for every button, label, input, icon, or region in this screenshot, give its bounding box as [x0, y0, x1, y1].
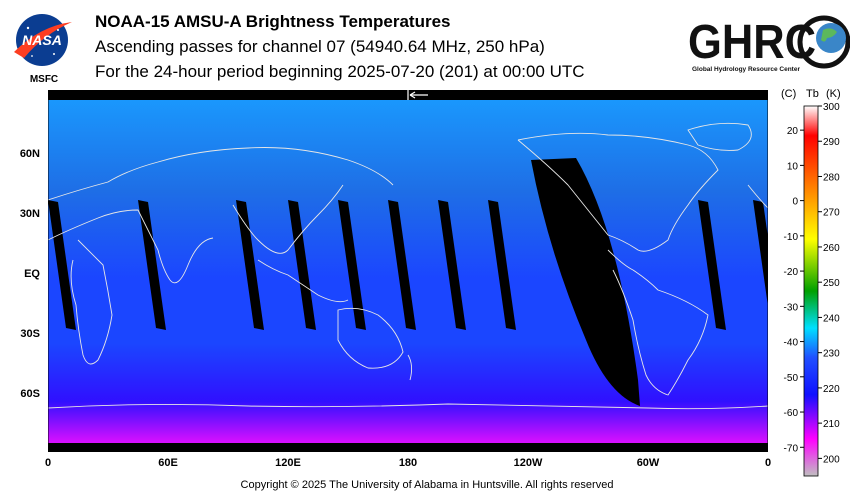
- lon-label-0-end: 0: [764, 457, 772, 469]
- lon-label-120e: 120E: [275, 457, 301, 469]
- colorbar-k-label: 230: [823, 349, 840, 360]
- colorbar-c-label: 10: [787, 161, 799, 172]
- ghrc-logo-ring: [797, 15, 850, 69]
- orbit-gap-stripe: [488, 200, 516, 330]
- colorbar-k-ticks: 300 290 280 270 260 250 240 230 220 210 200: [818, 102, 840, 465]
- temperature-field: [48, 90, 768, 452]
- colorbar-c-ticks: 20 10 0 -10 -20 -30 -40 -50 -60 -70: [784, 126, 804, 454]
- colorbar-unit-k: (K): [826, 88, 841, 100]
- colorbar-c-label: -40: [784, 338, 799, 349]
- chart-period: For the 24-hour period beginning 2025-07…: [95, 62, 585, 81]
- lat-label-eq: EQ: [24, 268, 40, 280]
- colorbar-k-label: 260: [823, 243, 840, 254]
- colorbar-k-label: 200: [823, 454, 840, 465]
- orbit-gap-stripe: [138, 200, 166, 330]
- lon-label-0: 0: [44, 457, 52, 469]
- orbit-gap-large: [531, 158, 640, 406]
- colorbar-k-label: 220: [823, 384, 840, 395]
- lat-label-60s: 60S: [20, 388, 40, 400]
- orbit-gap-stripe: [438, 200, 466, 330]
- nasa-logo-text: NASA: [22, 32, 62, 48]
- nasa-logo: NASA MSFC: [14, 14, 72, 85]
- ghrc-logo-text: GHRC: [688, 16, 816, 69]
- nasa-logo-swoosh: [14, 22, 72, 58]
- colorbar-k-label: 270: [823, 208, 840, 219]
- colorbar-unit-label: Tb: [806, 88, 819, 100]
- orbit-gap-stripe: [753, 200, 768, 307]
- colorbar-c-label: -60: [784, 408, 799, 419]
- nasa-logo-sub: MSFC: [30, 74, 58, 85]
- colorbar-strip: [803, 105, 819, 477]
- lat-label-30n: 30N: [19, 208, 40, 220]
- ghrc-logo-sub: Global Hydrology Resource Center: [692, 66, 800, 73]
- brightness-map: [48, 90, 768, 452]
- chart-subtitle: Ascending passes for channel 07 (54940.6…: [95, 37, 545, 56]
- ghrc-logo-globe: [816, 23, 846, 53]
- colorbar-k-label: 290: [823, 137, 840, 148]
- lat-label-60n: 60N: [19, 148, 40, 160]
- colorbar-k-label: 210: [823, 419, 840, 430]
- orbit-gap-stripe: [698, 200, 726, 330]
- colorbar-c-label: 20: [787, 126, 799, 137]
- colorbar-c-label: -50: [784, 373, 799, 384]
- colorbar-k-label: 280: [823, 172, 840, 183]
- colorbar: 300 290 280 270 260 250 240 230 220 210 200 20 10 0 -…: [784, 102, 840, 477]
- colorbar-unit-c: (C): [781, 88, 797, 100]
- colorbar-k-label: 300: [823, 102, 840, 113]
- lon-label-60w: 60W: [636, 457, 660, 469]
- colorbar-c-label: -20: [784, 267, 799, 278]
- orbit-gaps: [48, 200, 768, 330]
- coastlines: [48, 122, 768, 410]
- orbit-gap-stripe: [388, 200, 416, 330]
- south-polar-gap: [48, 443, 768, 452]
- colorbar-k-label: 250: [823, 278, 840, 289]
- orbit-gap-stripe: [338, 200, 366, 330]
- orbit-gap-stripe: [288, 200, 316, 330]
- chart-title: NOAA-15 AMSU-A Brightness Temperatures: [95, 12, 451, 31]
- colorbar-k-label: 240: [823, 313, 840, 324]
- lon-label-120w: 120W: [513, 457, 543, 469]
- colorbar-c-label: -10: [784, 232, 799, 243]
- direction-arrow: [407, 90, 428, 100]
- lat-label-30s: 30S: [20, 328, 40, 340]
- lon-label-60e: 60E: [158, 457, 178, 469]
- colorbar-c-label: -70: [784, 443, 799, 454]
- orbit-gap-stripe: [236, 200, 264, 330]
- colorbar-c-label: -30: [784, 302, 799, 313]
- lon-label-180: 180: [398, 457, 418, 469]
- ghrc-logo: GHRC Global Hydrology Resource Center: [688, 15, 850, 73]
- colorbar-c-label: 0: [792, 197, 798, 208]
- copyright: Copyright © 2025 The University of Alaba…: [240, 479, 614, 491]
- orbit-gap-stripe: [48, 200, 76, 330]
